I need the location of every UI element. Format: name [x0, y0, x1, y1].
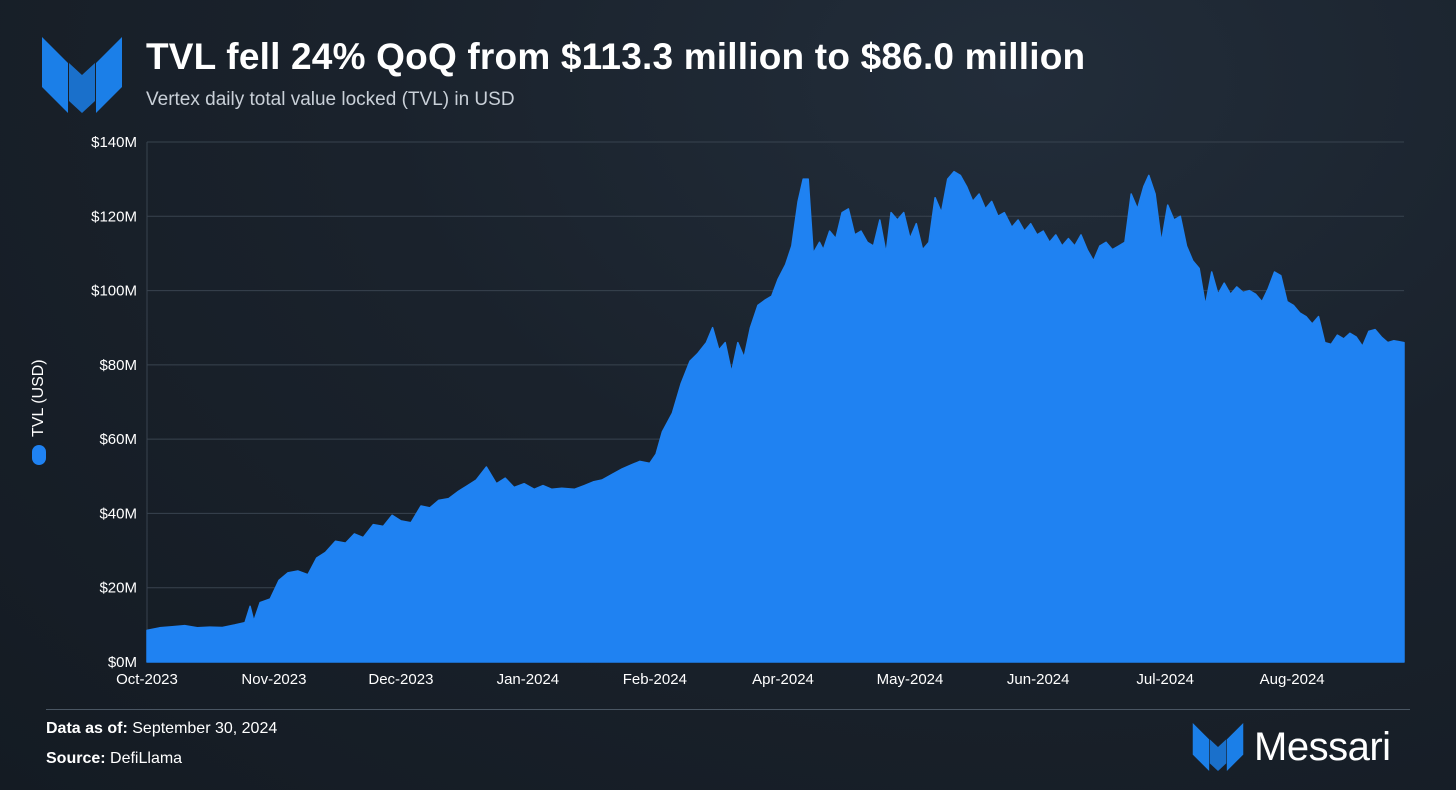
brand-name: Messari	[1254, 724, 1391, 769]
x-tick-label: Nov-2023	[241, 671, 306, 688]
logo-right-bar	[96, 37, 122, 113]
y-tick-label: $120M	[91, 208, 137, 225]
x-tick-label: Aug-2024	[1260, 671, 1325, 688]
tvl-area-chart: $0M $20M $40M $60M $80M $100M $120M $140M Oct-2…	[91, 134, 1405, 688]
brand-logo-icon	[1192, 723, 1244, 771]
x-tick-label: Jun-2024	[1007, 671, 1070, 688]
x-axis-ticks: Oct-2023 Nov-2023 Dec-2023 Jan-2024 Feb-2024…	[116, 671, 1325, 688]
chart-subtitle: Vertex daily total value locked (TVL) in…	[146, 89, 515, 110]
chart-title: TVL fell 24% QoQ from $113.3 million to …	[146, 36, 1086, 77]
x-tick-label: Oct-2023	[116, 671, 178, 688]
y-tick-label: $60M	[99, 431, 137, 448]
x-tick-label: Dec-2023	[368, 671, 433, 688]
data-date-value: September 30, 2024	[132, 720, 278, 737]
tvl-area	[146, 170, 1405, 663]
data-date-label: Data as of:	[46, 720, 128, 737]
data-source-value: DefiLlama	[110, 750, 183, 767]
y-axis-ticks: $0M $20M $40M $60M $80M $100M $120M $140M	[91, 134, 137, 671]
y-tick-label: $80M	[99, 357, 137, 374]
y-tick-label: $140M	[91, 134, 137, 151]
x-tick-label: Apr-2024	[752, 671, 814, 688]
data-source-label: Source:	[46, 750, 106, 767]
data-source: Source: DefiLlama	[46, 750, 182, 768]
x-tick-label: May-2024	[877, 671, 944, 688]
area-series	[146, 170, 1405, 663]
brand-lockup: Messari	[1192, 722, 1391, 772]
y-tick-label: $100M	[91, 283, 137, 300]
messari-logo	[42, 37, 122, 113]
logo-middle-bar	[69, 63, 95, 113]
y-tick-label: $20M	[99, 580, 137, 597]
logo-left-bar	[42, 37, 68, 113]
footer-divider	[46, 709, 1410, 710]
x-tick-label: Feb-2024	[623, 671, 687, 688]
y-tick-label: $40M	[99, 505, 137, 522]
data-date: Data as of: September 30, 2024	[46, 720, 277, 738]
y-tick-label: $0M	[108, 654, 137, 671]
x-tick-label: Jan-2024	[497, 671, 560, 688]
x-tick-label: Jul-2024	[1136, 671, 1194, 688]
